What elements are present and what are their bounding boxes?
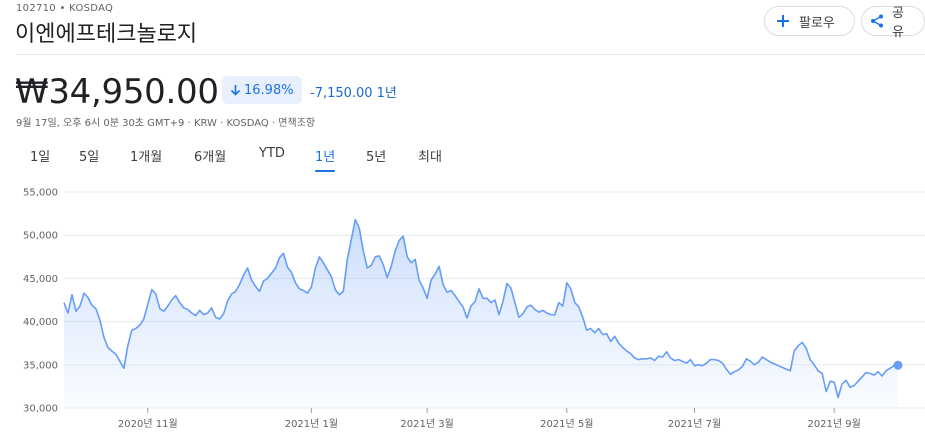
quote-meta: 9월 17일, 오후 6시 0분 30초 GMT+9 · KRW · KOSDA… xyxy=(16,118,316,129)
change-percent-badge: 16.98% xyxy=(222,76,302,104)
ticker-line: 102710 • KOSDAQ xyxy=(16,3,114,14)
x-tick-label: 2021년 7월 xyxy=(668,418,721,430)
x-tick-label: 2020년 11월 xyxy=(118,418,178,430)
tab-5d[interactable]: 5일 xyxy=(79,150,100,165)
y-tick-label: 40,000 xyxy=(23,317,58,328)
x-tick-label: 2021년 9월 xyxy=(807,418,860,430)
share-button[interactable]: 공유 xyxy=(861,6,925,40)
tab-max[interactable]: 최대 xyxy=(418,150,442,165)
current-price-dot xyxy=(893,360,903,370)
change-absolute: -7,150.00 xyxy=(310,86,373,101)
share-icon xyxy=(870,13,884,29)
y-tick-label: 50,000 xyxy=(23,231,58,242)
current-price: ₩34,950.00 xyxy=(15,72,219,112)
change-period: 1년 xyxy=(376,86,397,101)
share-label: 공유 xyxy=(892,6,904,40)
y-tick-label: 45,000 xyxy=(23,274,58,285)
tab-6m[interactable]: 6개월 xyxy=(194,150,227,165)
tab-1m[interactable]: 1개월 xyxy=(130,150,163,165)
company-name: 이엔에프테크놀로지 xyxy=(15,22,198,47)
y-tick-label: 55,000 xyxy=(23,188,58,199)
y-tick-label: 35,000 xyxy=(23,360,58,371)
price-line xyxy=(63,218,899,399)
follow-label: 팔로우 xyxy=(799,15,835,31)
plus-icon xyxy=(775,13,791,29)
y-tick-label: 30,000 xyxy=(23,404,58,415)
x-tick-label: 2021년 3월 xyxy=(400,418,453,430)
price-area xyxy=(64,219,898,408)
x-tick-label: 2021년 1월 xyxy=(285,418,338,430)
tab-1d[interactable]: 1일 xyxy=(30,150,51,165)
tab-ytd[interactable]: YTD xyxy=(259,146,285,161)
header-divider xyxy=(16,54,925,55)
follow-button[interactable]: 팔로우 xyxy=(764,6,855,36)
change-percent: 16.98% xyxy=(244,82,294,98)
x-tick-label: 2021년 5월 xyxy=(540,418,593,430)
tab-1y[interactable]: 1년 xyxy=(315,146,336,172)
change-absolute-group: -7,150.00 1년 xyxy=(310,82,397,101)
tab-5y[interactable]: 5년 xyxy=(366,150,387,165)
arrow-down-icon xyxy=(230,84,241,96)
price-chart[interactable]: 55,000 50,000 45,000 40,000 35,000 30,000 2020… xyxy=(0,175,925,442)
